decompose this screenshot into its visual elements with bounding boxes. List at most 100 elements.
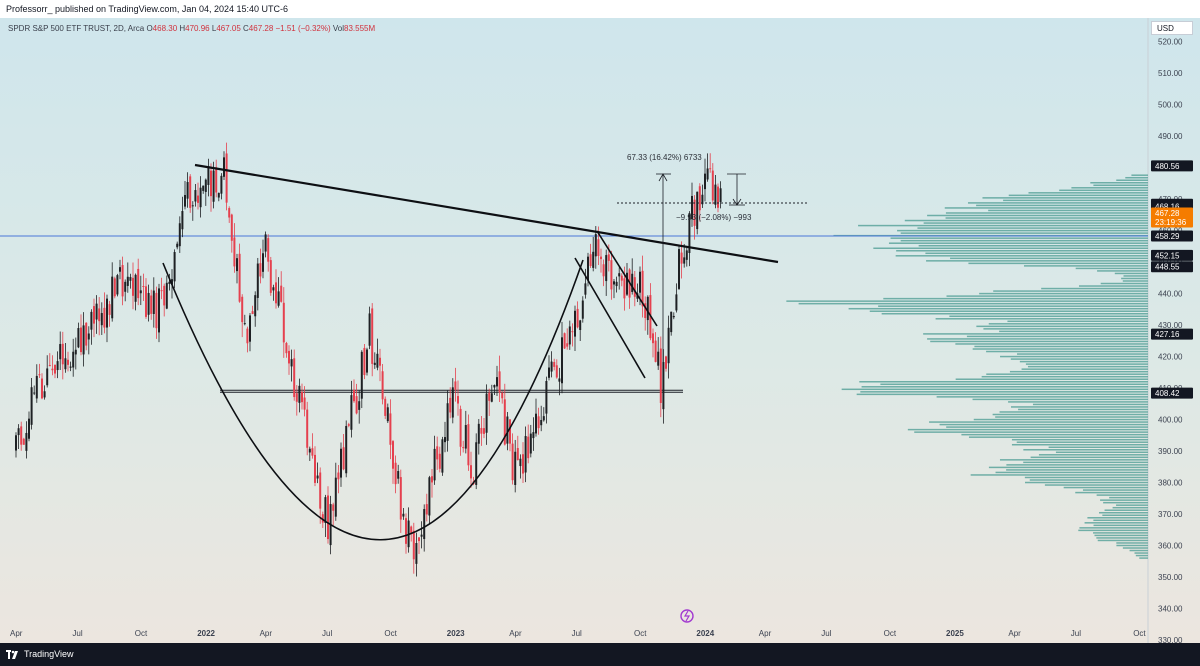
candle-body xyxy=(129,277,132,281)
x-tick-label: Apr xyxy=(1008,629,1021,638)
candle-body xyxy=(142,286,145,288)
x-tick-label: Apr xyxy=(759,629,772,638)
candle-body xyxy=(293,358,296,398)
x-tick-label: Apr xyxy=(509,629,522,638)
candle-body xyxy=(462,447,465,449)
candle-body xyxy=(477,423,480,444)
volume-profile-bar xyxy=(1030,456,1148,459)
candle-body xyxy=(277,291,280,306)
candle-body xyxy=(652,333,654,344)
candle-body xyxy=(558,378,561,382)
volume-profile-bar xyxy=(1122,547,1148,549)
candle-body xyxy=(82,325,85,355)
candle-body xyxy=(199,187,202,208)
candle-body xyxy=(243,323,246,325)
volume-profile-bar xyxy=(999,459,1148,461)
candle-body xyxy=(373,362,376,365)
x-tick-label: Jul xyxy=(72,629,82,638)
candle-body xyxy=(267,238,270,262)
candle-body xyxy=(41,378,43,399)
volume-profile-bar xyxy=(1016,441,1148,443)
volume-profile-bar xyxy=(983,328,1148,330)
volume-profile-bar xyxy=(856,393,1148,396)
volume-profile-bar xyxy=(981,375,1148,378)
price-badge-label: 468.16 xyxy=(1155,203,1180,212)
candle-body xyxy=(158,288,160,333)
candle-body xyxy=(147,292,150,315)
candle-body xyxy=(230,214,233,241)
volume-profile-bar xyxy=(995,416,1148,418)
candle-body xyxy=(701,194,704,205)
candle-body xyxy=(116,275,119,295)
chart-area[interactable]: 67.33 (16.42%) 6733 −9.93 (−2.08%) −993 52… xyxy=(0,18,1200,643)
candle-body xyxy=(46,368,49,386)
symbol-legend: SPDR S&P 500 ETF TRUST, 2D, Arca O468.30… xyxy=(8,24,375,33)
volume-profile-bar xyxy=(1103,501,1148,504)
y-tick-label: 350.00 xyxy=(1158,573,1183,582)
candle-body xyxy=(176,243,179,248)
volume-profile-bar xyxy=(1023,449,1148,451)
cup-curve xyxy=(162,259,584,541)
x-tick-label: Apr xyxy=(10,629,23,638)
volume-profile-bar xyxy=(1135,554,1148,557)
candle-body xyxy=(574,310,576,337)
volume-profile-bar xyxy=(1019,360,1148,363)
candle-body xyxy=(212,170,215,202)
volume-profile-bar xyxy=(1097,539,1148,542)
y-tick-label: 360.00 xyxy=(1158,542,1183,551)
volume-profile-bar xyxy=(1109,496,1148,499)
candle-body xyxy=(501,392,504,399)
candle-body xyxy=(516,448,519,460)
candle-body xyxy=(633,277,636,297)
currency-label: USD xyxy=(1157,24,1174,33)
volume-profile-bar xyxy=(883,297,1148,300)
candle-body xyxy=(535,413,537,434)
candle-body xyxy=(108,304,111,315)
price-badge-label: 458.29 xyxy=(1155,232,1180,241)
measure-up-arrow xyxy=(658,173,668,182)
candle-body xyxy=(251,311,254,315)
candle-body xyxy=(496,377,498,387)
volume-profile-bar xyxy=(1131,174,1148,176)
volume-profile-bar xyxy=(1055,451,1148,454)
candle-body xyxy=(615,281,618,287)
candle-body xyxy=(20,426,23,445)
volume-profile-bar xyxy=(988,323,1148,325)
candle-body xyxy=(415,543,418,564)
candle-body xyxy=(610,260,613,290)
price-chart[interactable]: 67.33 (16.42%) 6733 −9.93 (−2.08%) −993 52… xyxy=(0,18,1200,643)
candle-body xyxy=(641,270,644,307)
y-tick-label: 370.00 xyxy=(1158,510,1183,519)
candle-body xyxy=(137,268,140,299)
candle-body xyxy=(381,371,384,400)
candle-body xyxy=(470,465,472,479)
candle-body xyxy=(74,349,77,355)
volume-profile-bar xyxy=(945,212,1148,214)
candle-body xyxy=(282,302,285,343)
candle-body xyxy=(550,361,553,372)
candle-body xyxy=(688,213,691,254)
candle-body xyxy=(371,308,374,364)
volume-profile-bar xyxy=(1038,454,1148,456)
volume-profile-bar xyxy=(861,386,1148,388)
volume-profile-bar xyxy=(1011,443,1148,446)
candle-body xyxy=(368,313,371,346)
volume-profile-bar xyxy=(896,250,1148,252)
volume-profile-bar xyxy=(907,428,1148,431)
volume-profile-bar xyxy=(848,307,1148,310)
volume-profile-bar xyxy=(949,315,1148,318)
tradingview-logo-icon xyxy=(6,650,18,659)
candle-body xyxy=(103,307,106,328)
candle-body xyxy=(548,367,550,378)
symbol-name: SPDR S&P 500 ETF TRUST, 2D, Arca xyxy=(8,24,145,33)
volume-profile-bar xyxy=(927,338,1148,340)
candle-body xyxy=(288,350,290,364)
volume-profile-bar xyxy=(1116,542,1148,544)
candle-body xyxy=(220,175,223,194)
candle-body xyxy=(121,265,124,297)
candle-body xyxy=(646,296,649,321)
candle-body xyxy=(77,328,80,348)
candle-body xyxy=(589,254,592,267)
currency-selector[interactable]: USD xyxy=(1151,21,1193,35)
